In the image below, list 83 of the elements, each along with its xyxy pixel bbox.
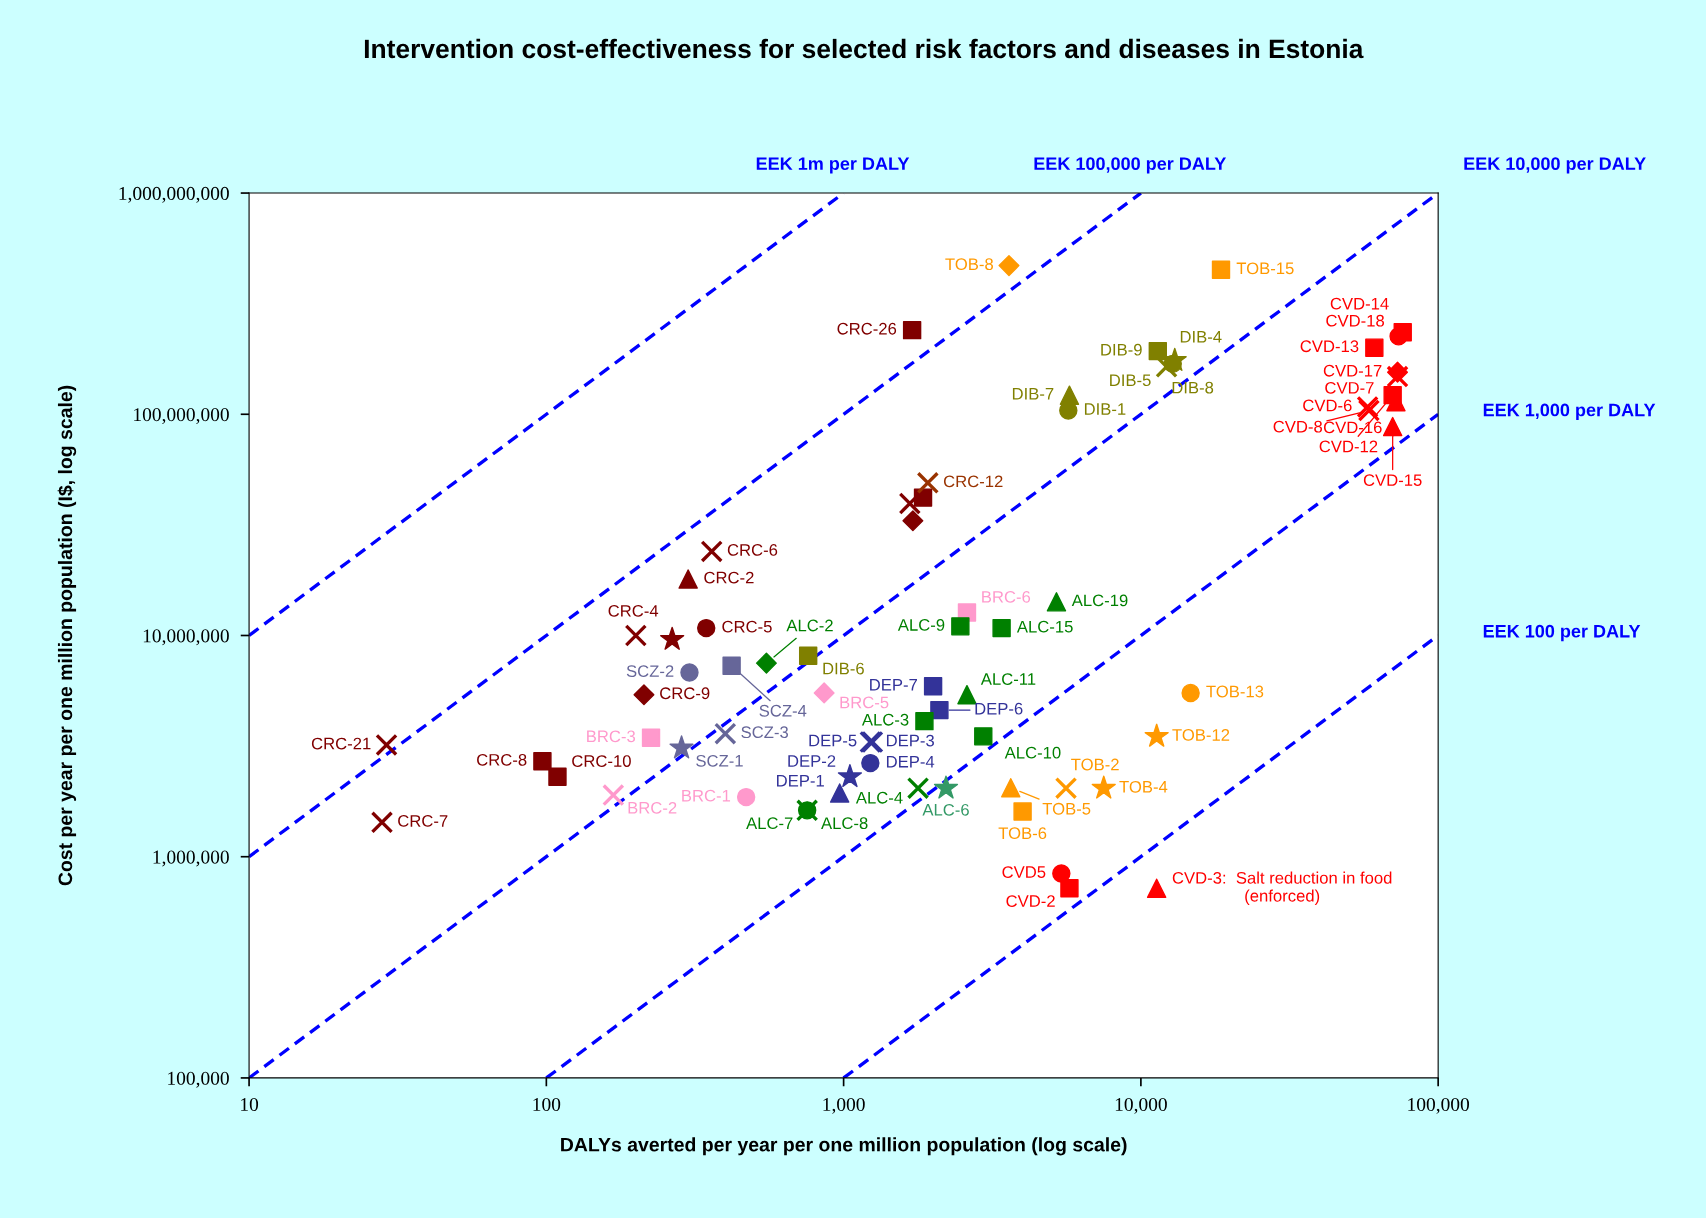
data-label: ALC-11 (980, 673, 1036, 685)
y-tick-label: 1,000,000 (153, 850, 229, 867)
data-label: CRC-2 (704, 571, 754, 584)
text: EEK 1,000 per DALY (1483, 403, 1656, 420)
y-tick-label: 10,000,000 (143, 629, 229, 646)
y-tick-label: 1,000,000,000 (119, 186, 229, 203)
data-label: CRC-9 (660, 687, 710, 700)
y-tick-label: 100,000 (168, 1071, 229, 1088)
data-label: CRC-5 (722, 620, 772, 633)
data-label: ALC-2 (786, 619, 833, 632)
data-label: DEP-7 (870, 679, 917, 691)
data-label: CRC-4 (608, 604, 659, 617)
series-label: EEK 1m per DALY (756, 157, 910, 174)
data-label: SCZ-2 (626, 665, 674, 678)
data-label: CVD-6 (1303, 399, 1352, 412)
data-label: CVD-8 (1273, 420, 1323, 433)
data-label: CVD-3: Salt reduction in food (enforced) (1172, 871, 1392, 906)
data-label: CRC-6 (727, 544, 778, 556)
data-label: ALC-8 (821, 817, 868, 830)
data-label: BRC-2 (628, 801, 677, 814)
data-label: SCZ-3 (741, 726, 789, 739)
x-tick-label: 10 (241, 1097, 259, 1112)
data-label: DEP-1 (777, 774, 824, 787)
y-axis-title: Cost per year per one million population (I$, log scale) (57, 385, 77, 886)
x-tick-label: 10,000 (1115, 1097, 1167, 1114)
data-label: TOB-6 (998, 827, 1047, 840)
data-label: CVD-14 (1330, 297, 1389, 310)
data-label: TOB-12 (1172, 729, 1230, 741)
data-label: ALC-19 (1071, 594, 1128, 607)
data-label: SCZ-1 (696, 754, 743, 767)
x-tick-label: 100 (533, 1097, 561, 1112)
data-label: BRC-6 (982, 590, 1031, 603)
data-label: DEP-3 (886, 734, 934, 747)
data-label: BRC-1 (682, 789, 731, 802)
data-label: ALC-4 (855, 791, 903, 804)
data-label: TOB-2 (1071, 758, 1119, 771)
x-axis-title: DALYs averted per year per one million population (log scale) (561, 1137, 1127, 1156)
data-label: CVD-13 (1300, 340, 1359, 353)
data-label: CRC-21 (311, 737, 371, 750)
data-label: ALC-7 (746, 817, 793, 830)
data-label: DIB-5 (1110, 374, 1151, 387)
data-label: CRC-7 (398, 815, 448, 827)
x-tick-label: 100,000 (1408, 1097, 1470, 1114)
data-label: CVD-18 (1326, 314, 1385, 327)
data-label: CVD5 (1002, 866, 1046, 878)
data-label: TOB-15 (1236, 262, 1294, 275)
data-label: TOB-13 (1206, 685, 1264, 698)
x-tick-label: 1,000 (823, 1097, 865, 1114)
data-label: DEP-4 (886, 755, 935, 768)
data-label: DEP-6 (975, 702, 1023, 715)
chart-title: Intervention cost-effectiveness for selected risk factors and diseases in Estonia (364, 38, 1364, 59)
data-label: TOB-5 (1042, 802, 1091, 815)
data-label: CRC-12 (943, 475, 1003, 488)
data-label: DIB-8 (1172, 381, 1214, 394)
data-label: DIB-9 (1101, 343, 1142, 356)
data-label: SCZ-4 (759, 704, 807, 717)
data-label: ALC-10 (1004, 746, 1061, 759)
data-label: DIB-6 (823, 662, 864, 675)
data-label: CVD-15 (1363, 474, 1422, 487)
data-label: ALC-3 (861, 713, 909, 726)
series-label: EEK 100,000 per DALY (1034, 157, 1227, 174)
data-label: DIB-4 (1180, 331, 1222, 343)
data-label: ALC-15 (1016, 620, 1073, 633)
data-label: TOB-8 (945, 258, 993, 271)
data-label: CRC-8 (477, 753, 527, 766)
data-label: DEP-5 (809, 734, 857, 747)
data-label: DIB-7 (1012, 388, 1054, 400)
data-label: CVD-17 (1323, 364, 1382, 377)
data-label: CRC-26 (837, 322, 897, 335)
y-tick-label: 100,000,000 (134, 408, 229, 425)
data-label: CVD-7 (1325, 381, 1374, 394)
data-label: ALC-6 (922, 803, 969, 816)
text: EEK 100 per DALY (1483, 624, 1641, 642)
data-label: CVD-2 (1006, 895, 1055, 907)
data-label: ALC-9 (897, 619, 945, 631)
data-label: BRC-3 (587, 730, 636, 743)
data-label: CVD-12 (1319, 440, 1378, 453)
data-label: TOB-4 (1119, 780, 1168, 793)
data-label: BRC-5 (840, 696, 889, 709)
series-label: EEK 10,000 per DALY (1464, 157, 1646, 174)
data-label: DIB-1 (1084, 403, 1126, 415)
data-label: CRC-10 (572, 755, 631, 767)
data-label: DEP-2 (788, 755, 836, 767)
